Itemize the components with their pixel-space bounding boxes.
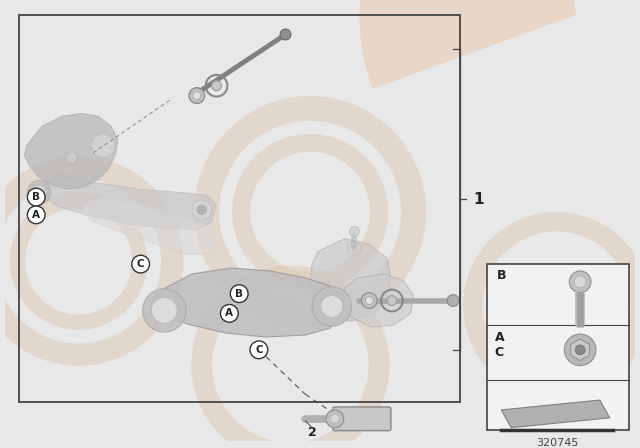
Text: 2: 2 — [308, 426, 317, 439]
Circle shape — [193, 92, 201, 99]
Polygon shape — [44, 172, 216, 229]
Polygon shape — [150, 268, 344, 337]
Circle shape — [326, 410, 344, 428]
Text: B: B — [235, 289, 243, 299]
Circle shape — [348, 241, 362, 255]
Circle shape — [189, 88, 205, 103]
Circle shape — [570, 271, 591, 293]
Circle shape — [330, 414, 339, 423]
Circle shape — [564, 334, 596, 366]
Circle shape — [321, 296, 342, 317]
Circle shape — [197, 205, 207, 215]
Polygon shape — [571, 339, 589, 361]
Text: A: A — [495, 331, 504, 344]
Text: B: B — [497, 269, 506, 282]
Circle shape — [349, 227, 360, 237]
Circle shape — [575, 345, 585, 355]
Text: C: C — [137, 259, 145, 269]
Circle shape — [312, 287, 351, 326]
Circle shape — [28, 206, 45, 224]
Circle shape — [152, 297, 177, 323]
Circle shape — [28, 181, 51, 204]
Bar — [19, 15, 460, 402]
Wedge shape — [360, 0, 576, 89]
Circle shape — [212, 81, 221, 90]
Polygon shape — [24, 113, 118, 189]
Circle shape — [365, 297, 373, 305]
Polygon shape — [81, 197, 216, 254]
Text: 1: 1 — [474, 192, 484, 207]
Text: 320745: 320745 — [536, 439, 579, 448]
Circle shape — [66, 152, 77, 164]
Text: C: C — [495, 346, 504, 359]
Circle shape — [32, 185, 46, 199]
Circle shape — [574, 276, 586, 288]
Circle shape — [362, 293, 377, 308]
Circle shape — [220, 305, 238, 322]
Polygon shape — [342, 274, 413, 327]
Polygon shape — [310, 238, 391, 321]
Circle shape — [387, 296, 397, 306]
Circle shape — [447, 295, 459, 306]
Text: A: A — [32, 210, 40, 220]
Circle shape — [250, 341, 268, 359]
Circle shape — [143, 289, 186, 332]
Text: B: B — [32, 192, 40, 202]
Circle shape — [132, 255, 150, 273]
FancyBboxPatch shape — [333, 407, 391, 431]
Text: C: C — [255, 345, 262, 355]
Circle shape — [230, 285, 248, 302]
Circle shape — [192, 200, 212, 220]
Circle shape — [280, 29, 291, 40]
Circle shape — [92, 134, 115, 158]
Bar — [486, 264, 629, 430]
Circle shape — [28, 188, 45, 206]
Text: A: A — [225, 308, 234, 319]
Bar — [19, 15, 460, 402]
Polygon shape — [501, 400, 610, 428]
